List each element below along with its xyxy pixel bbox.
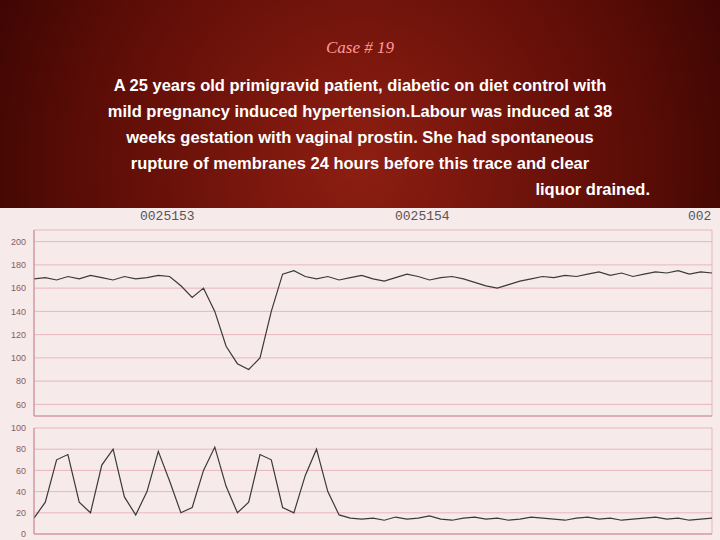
html-text:002: 002 (688, 209, 712, 224)
svg-text:120: 120 (11, 330, 26, 340)
svg-text:0: 0 (21, 529, 26, 538)
svg-text:180: 180 (11, 260, 26, 270)
html-text:0025153: 0025153 (140, 209, 195, 224)
svg-text:60: 60 (16, 466, 26, 476)
html-text:rupture of membranes 24 hours: rupture of membranes 24 hours before thi… (130, 154, 590, 172)
svg-text:100: 100 (11, 423, 26, 433)
svg-text:160: 160 (11, 283, 26, 293)
html-text:liquor drained.: liquor drained. (535, 180, 650, 198)
svg-text:200: 200 (11, 237, 26, 247)
svg-text:100: 100 (11, 353, 26, 363)
svg-text:140: 140 (11, 307, 26, 317)
svg-text:80: 80 (16, 444, 26, 454)
svg-text:40: 40 (16, 487, 26, 497)
html-text:weeks gestation with vaginal p: weeks gestation with vaginal prostin. Sh… (126, 128, 594, 146)
html-text:0025154: 0025154 (395, 209, 450, 224)
html-text:mild pregnancy induced hyperte: mild pregnancy induced hypertension.Labo… (107, 102, 613, 120)
svg-text:60: 60 (16, 400, 26, 410)
svg-text:20: 20 (16, 508, 26, 518)
html-text:A 25 years old primigravid pat: A 25 years old primigravid patient, diab… (113, 76, 607, 94)
html-text:Case # 19: Case # 19 (326, 38, 394, 57)
svg-text:80: 80 (16, 376, 26, 386)
